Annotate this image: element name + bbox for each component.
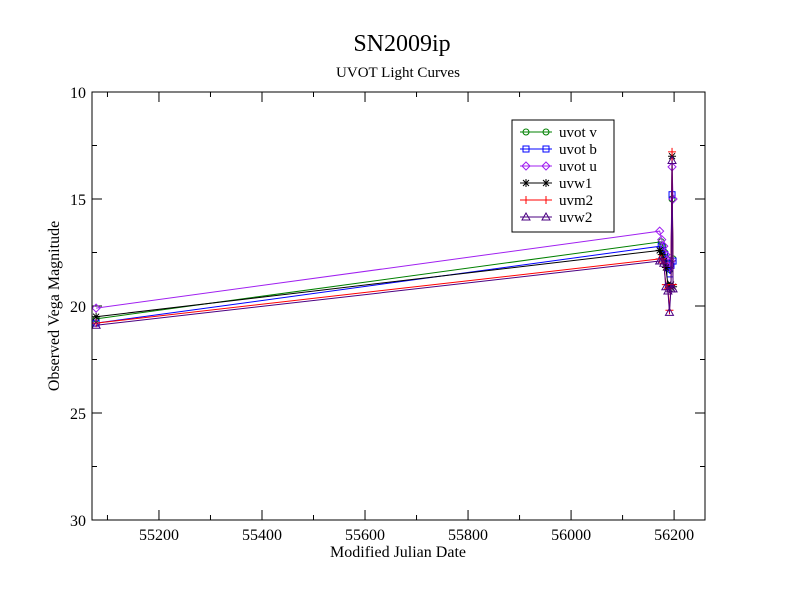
legend-item: uvot u bbox=[520, 159, 597, 175]
diamond-marker bbox=[668, 194, 678, 204]
legend-item: uvm2 bbox=[520, 193, 593, 209]
triangle-marker bbox=[91, 320, 101, 329]
series-layer bbox=[91, 147, 678, 329]
triangle-marker bbox=[667, 155, 677, 164]
legend-label: uvw1 bbox=[559, 176, 592, 192]
diamond-marker bbox=[521, 161, 531, 171]
plus-marker bbox=[522, 196, 530, 204]
triangle-marker bbox=[668, 283, 678, 293]
legend-label: uvot v bbox=[559, 125, 597, 141]
legend-item: uvw1 bbox=[520, 176, 592, 192]
x-tick-label: 56200 bbox=[654, 527, 694, 544]
legend-label: uvot u bbox=[559, 159, 597, 175]
legend-label: uvot b bbox=[559, 142, 597, 158]
legend-item: uvw2 bbox=[520, 210, 592, 226]
series-uvw2 bbox=[91, 155, 678, 329]
y-tick-label: 30 bbox=[70, 513, 86, 530]
y-tick-label: 20 bbox=[70, 299, 86, 316]
triangle-marker bbox=[541, 211, 551, 221]
legend-item: uvot b bbox=[520, 142, 597, 158]
y-tick-label: 15 bbox=[70, 192, 86, 209]
legend-box bbox=[511, 119, 615, 233]
x-tick-label: 55800 bbox=[448, 527, 488, 544]
star-marker bbox=[657, 250, 666, 259]
x-axis-title: Modified Julian Date bbox=[330, 544, 466, 561]
chart-subtitle: UVOT Light Curves bbox=[336, 65, 460, 81]
chart-title: SN2009ip bbox=[353, 31, 450, 57]
circle-marker bbox=[522, 128, 530, 136]
diamond-marker bbox=[91, 303, 101, 313]
triangle-marker bbox=[656, 256, 667, 265]
legend-item: uvot v bbox=[520, 125, 597, 141]
circle-marker bbox=[542, 128, 550, 136]
triangle-marker bbox=[658, 258, 669, 267]
triangle-marker bbox=[664, 307, 675, 316]
diamond-marker bbox=[541, 161, 551, 171]
legend-label: uvm2 bbox=[559, 193, 593, 209]
y-tick-label: 10 bbox=[70, 85, 86, 102]
legend-label: uvw2 bbox=[559, 210, 592, 226]
x-tick-label: 55400 bbox=[242, 527, 282, 544]
square-marker bbox=[522, 145, 530, 153]
axis-ticks: 55200 55400 55600 55800 56000 56200 10 15 20 25 30 bbox=[70, 85, 705, 544]
star-marker bbox=[661, 263, 670, 272]
y-axis-title: Observed Vega Magnitude bbox=[46, 221, 63, 391]
star-marker bbox=[655, 246, 664, 255]
plot-frame bbox=[91, 91, 706, 521]
diamond-marker bbox=[659, 241, 669, 251]
star-marker bbox=[522, 179, 530, 187]
diamond-marker bbox=[654, 226, 665, 236]
star-marker bbox=[92, 312, 101, 321]
x-tick-label: 55600 bbox=[345, 527, 385, 544]
x-tick-label: 56000 bbox=[551, 527, 591, 544]
x-tick-label: 55200 bbox=[139, 527, 179, 544]
y-tick-label: 25 bbox=[70, 406, 86, 423]
triangle-marker bbox=[521, 211, 531, 221]
plus-marker bbox=[542, 196, 550, 204]
plus-marker bbox=[668, 147, 677, 156]
square-marker bbox=[542, 145, 550, 153]
star-marker bbox=[542, 179, 550, 187]
